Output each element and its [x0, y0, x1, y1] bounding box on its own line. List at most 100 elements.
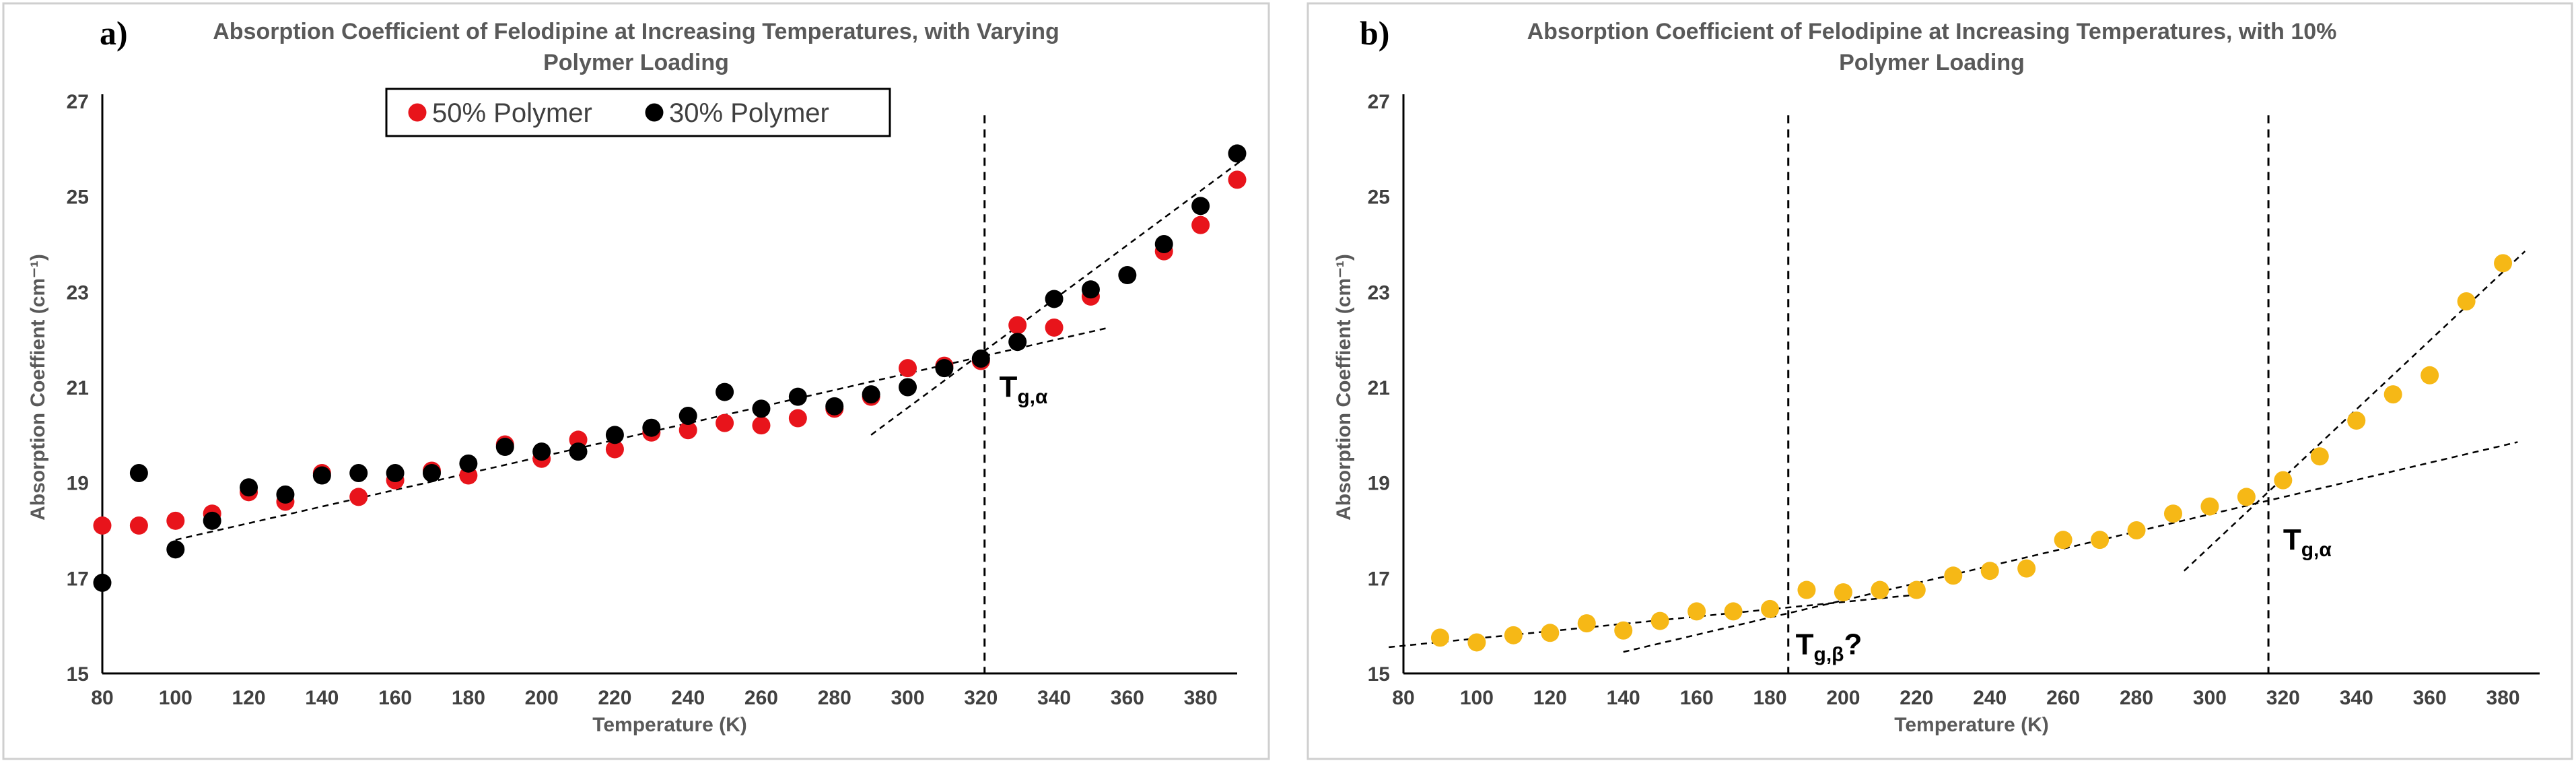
data-point — [1045, 290, 1064, 308]
data-point — [1504, 626, 1523, 644]
y-tick-label: 17 — [67, 568, 89, 590]
x-tick-label: 380 — [2486, 687, 2520, 709]
panel-label: a) — [100, 14, 128, 52]
data-point — [349, 464, 368, 482]
data-point — [971, 350, 990, 368]
data-point — [2274, 471, 2293, 490]
x-tick-label: 220 — [1900, 687, 1933, 709]
data-point — [899, 359, 917, 378]
legend-box — [385, 88, 891, 137]
data-point — [1687, 602, 1706, 621]
data-point — [276, 485, 295, 504]
x-tick-label: 340 — [1037, 687, 1071, 709]
data-point — [129, 516, 148, 535]
data-point — [1228, 144, 1247, 163]
data-point — [240, 478, 258, 497]
x-tick-label: 280 — [818, 687, 851, 709]
data-point — [93, 573, 112, 592]
data-point — [935, 359, 954, 378]
data-point — [569, 442, 588, 461]
chart-title-line: Polymer Loading — [543, 50, 729, 75]
data-point — [1191, 197, 1210, 215]
chart-title-line: Absorption Coefficient of Felodipine at … — [213, 19, 1059, 44]
data-point — [605, 426, 624, 444]
x-tick-label: 360 — [2413, 687, 2447, 709]
tg-annotation: Tg,α — [999, 370, 1048, 408]
data-point — [678, 421, 697, 440]
x-tick-label: 200 — [525, 687, 559, 709]
data-point — [642, 418, 661, 437]
data-point — [1980, 562, 1999, 580]
x-tick-label: 240 — [1973, 687, 2007, 709]
x-tick-label: 300 — [891, 687, 924, 709]
x-tick-label: 180 — [1753, 687, 1786, 709]
data-point — [2127, 521, 2146, 539]
data-point — [752, 399, 771, 418]
chart-title-line: Absorption Coefficient of Felodipine at … — [1527, 19, 2337, 44]
data-point — [2347, 411, 2366, 430]
tg-annotation: Tg,α — [2283, 523, 2332, 561]
trendline — [870, 157, 1245, 436]
x-tick-label: 360 — [1111, 687, 1144, 709]
data-point — [752, 416, 771, 435]
x-tick-label: 340 — [2340, 687, 2373, 709]
data-point — [1797, 580, 1816, 599]
data-point — [2200, 497, 2219, 516]
data-point — [2383, 385, 2402, 404]
data-point — [1467, 633, 1486, 652]
chart-panel-1: a) Absorption Coefficient of Felodipine a… — [2, 2, 1270, 760]
data-point — [2054, 531, 2073, 550]
data-point — [386, 464, 405, 482]
data-point — [1944, 566, 1963, 585]
data-point — [166, 511, 185, 530]
data-point — [1871, 580, 1889, 599]
y-tick-label: 21 — [1368, 377, 1390, 399]
x-tick-label: 240 — [671, 687, 705, 709]
y-tick-label: 19 — [67, 473, 89, 495]
y-tick-label: 19 — [1368, 473, 1390, 495]
data-point — [2457, 292, 2476, 310]
y-tick-label: 25 — [1368, 187, 1390, 209]
data-point — [422, 464, 441, 482]
data-point — [716, 382, 734, 401]
y-tick-label: 21 — [67, 377, 89, 399]
data-point — [1118, 266, 1137, 285]
y-tick-label: 15 — [67, 663, 89, 686]
data-point — [788, 387, 807, 406]
x-tick-label: 300 — [2193, 687, 2227, 709]
data-point — [862, 385, 880, 404]
data-point — [2163, 504, 2182, 523]
legend-label: 30% Polymer — [669, 98, 829, 128]
data-point — [605, 440, 624, 459]
y-tick-label: 25 — [67, 187, 89, 209]
data-point — [825, 397, 844, 415]
data-point — [899, 378, 917, 397]
data-point — [203, 511, 221, 530]
panel-label: b) — [1360, 14, 1389, 52]
data-point — [1081, 280, 1100, 299]
x-tick-label: 260 — [744, 687, 778, 709]
x-tick-label: 120 — [232, 687, 266, 709]
data-point — [1761, 599, 1780, 618]
data-point — [532, 442, 551, 461]
x-tick-label: 140 — [1607, 687, 1640, 709]
data-point — [1724, 602, 1743, 621]
y-axis-title: Absorption Coeffient (cm⁻¹) — [27, 254, 49, 521]
y-tick-label: 23 — [1368, 281, 1390, 304]
data-point — [1008, 333, 1027, 352]
x-tick-label: 380 — [1184, 687, 1218, 709]
data-point — [2017, 559, 2036, 578]
legend: 50% Polymer 30% Polymer — [385, 88, 891, 137]
x-axis-title: Temperature (K) — [592, 714, 746, 736]
data-point — [1154, 235, 1173, 253]
series-2 — [93, 144, 1247, 592]
data-point — [1228, 170, 1247, 189]
data-point — [2237, 488, 2256, 506]
data-point — [788, 409, 807, 428]
y-tick-label: 27 — [1368, 91, 1390, 113]
data-point — [1191, 215, 1210, 234]
panel-frame — [1307, 2, 2573, 760]
data-point — [93, 516, 112, 535]
tg-annotation: Tg,β? — [1796, 628, 1863, 666]
